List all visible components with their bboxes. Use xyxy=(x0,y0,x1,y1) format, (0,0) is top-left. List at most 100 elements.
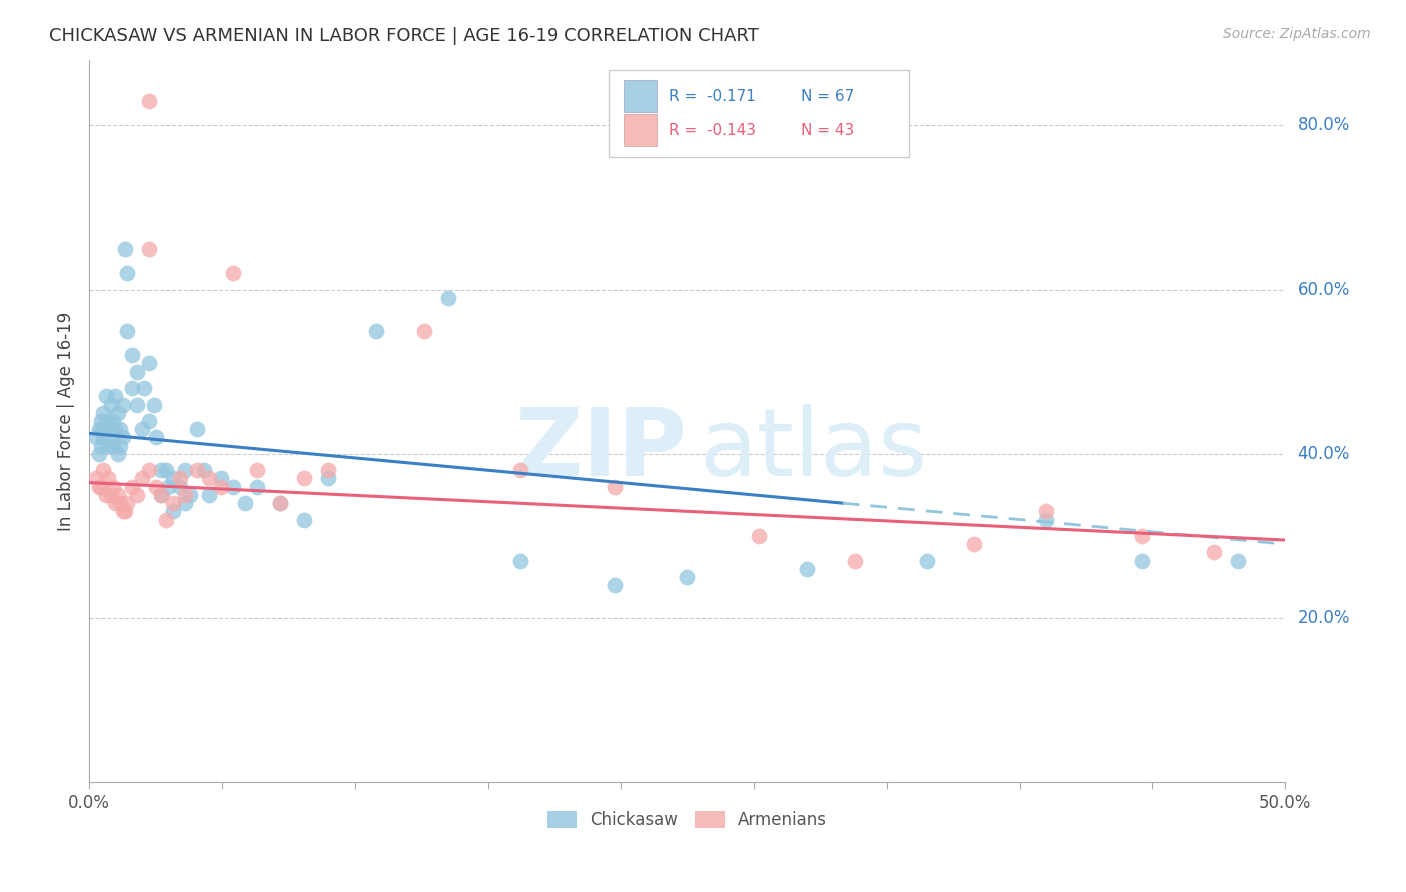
Point xyxy=(173,488,195,502)
Point xyxy=(318,471,340,485)
Legend: Chickasaw, Armenians: Chickasaw, Armenians xyxy=(540,804,834,836)
Point xyxy=(114,504,136,518)
Point xyxy=(186,463,208,477)
Point xyxy=(121,348,143,362)
Point xyxy=(1202,545,1225,559)
Text: atlas: atlas xyxy=(699,404,928,496)
FancyBboxPatch shape xyxy=(624,114,658,146)
Point xyxy=(90,414,112,428)
Point xyxy=(125,365,148,379)
Point xyxy=(1130,553,1153,567)
Text: Source: ZipAtlas.com: Source: ZipAtlas.com xyxy=(1223,27,1371,41)
Point xyxy=(131,471,153,485)
Point xyxy=(108,496,131,510)
Point xyxy=(108,422,131,436)
Point xyxy=(1035,504,1057,518)
FancyBboxPatch shape xyxy=(624,80,658,112)
Point xyxy=(169,480,191,494)
Point xyxy=(111,430,134,444)
FancyBboxPatch shape xyxy=(609,70,908,157)
Point xyxy=(93,463,115,477)
Point xyxy=(100,488,122,502)
Point xyxy=(107,406,129,420)
Point xyxy=(100,430,122,444)
Text: N = 67: N = 67 xyxy=(801,88,855,103)
Point xyxy=(509,553,531,567)
Point xyxy=(138,94,160,108)
Point xyxy=(125,398,148,412)
Point xyxy=(413,324,436,338)
Point xyxy=(269,496,291,510)
Point xyxy=(101,439,124,453)
Point xyxy=(963,537,986,551)
Point xyxy=(84,471,107,485)
Point xyxy=(173,463,195,477)
Text: R =  -0.143: R = -0.143 xyxy=(669,122,756,137)
Point xyxy=(97,439,120,453)
Point xyxy=(748,529,770,543)
Point xyxy=(87,447,110,461)
Point xyxy=(87,480,110,494)
Point xyxy=(149,488,172,502)
Point xyxy=(101,414,124,428)
Point xyxy=(107,488,129,502)
Point xyxy=(121,480,143,494)
Point xyxy=(605,480,627,494)
Point xyxy=(796,562,818,576)
Point xyxy=(179,488,201,502)
Point xyxy=(169,471,191,485)
Point xyxy=(97,414,120,428)
Point xyxy=(605,578,627,592)
Point xyxy=(100,398,122,412)
Point xyxy=(108,439,131,453)
Text: 80.0%: 80.0% xyxy=(1298,116,1350,135)
Text: R =  -0.171: R = -0.171 xyxy=(669,88,756,103)
Point xyxy=(107,447,129,461)
Point xyxy=(149,488,172,502)
Point xyxy=(84,430,107,444)
Point xyxy=(111,398,134,412)
Point xyxy=(104,422,127,436)
Point xyxy=(162,471,184,485)
Point xyxy=(104,389,127,403)
Point xyxy=(162,504,184,518)
Point xyxy=(131,422,153,436)
Point xyxy=(104,496,127,510)
Point xyxy=(121,381,143,395)
Point xyxy=(1035,512,1057,526)
Point xyxy=(138,242,160,256)
Point xyxy=(149,463,172,477)
Point xyxy=(97,471,120,485)
Point xyxy=(233,496,256,510)
Point xyxy=(209,471,232,485)
Point xyxy=(138,463,160,477)
Point xyxy=(101,480,124,494)
Point xyxy=(132,381,155,395)
Point xyxy=(117,324,139,338)
Point xyxy=(90,439,112,453)
Point xyxy=(221,266,243,280)
Point xyxy=(117,266,139,280)
Point xyxy=(173,496,195,510)
Point xyxy=(117,496,139,510)
Point xyxy=(221,480,243,494)
Point xyxy=(90,422,112,436)
Point xyxy=(94,389,117,403)
Point xyxy=(94,488,117,502)
Point xyxy=(318,463,340,477)
Point xyxy=(844,553,866,567)
Point xyxy=(145,430,167,444)
Point xyxy=(197,471,219,485)
Point xyxy=(509,463,531,477)
Point xyxy=(145,480,167,494)
Point xyxy=(93,430,115,444)
Point xyxy=(1130,529,1153,543)
Point xyxy=(186,422,208,436)
Point xyxy=(111,504,134,518)
Point xyxy=(676,570,699,584)
Point xyxy=(155,463,177,477)
Point xyxy=(269,496,291,510)
Point xyxy=(162,496,184,510)
Point xyxy=(138,414,160,428)
Point xyxy=(193,463,215,477)
